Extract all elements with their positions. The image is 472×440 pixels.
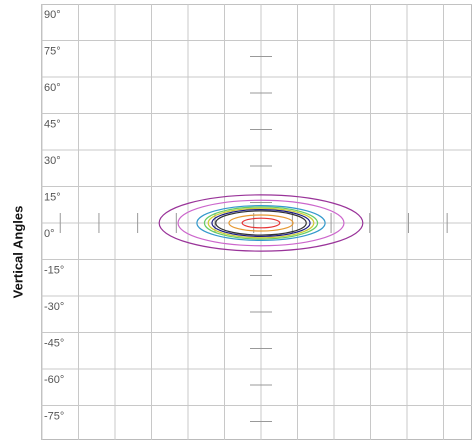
grid-layer [41,4,472,440]
contour-layer [158,194,364,252]
y-tick-label: 15° [44,192,61,204]
y-tick-label: 0° [44,228,55,240]
y-tick-label: -45° [44,338,64,350]
y-tick-label: 90° [44,9,61,21]
y-tick-label: 60° [44,82,61,94]
y-tick-label: -30° [44,301,64,313]
y-tick-label: -15° [44,265,64,277]
y-tick-label: 45° [44,119,61,131]
y-tick-label: -75° [44,411,64,423]
isocandela-contour [207,207,315,239]
isocandela-contour [196,205,326,241]
isocandela-contour [203,206,319,240]
tick-mark-layer [59,56,448,422]
isocandela-contour [241,217,281,229]
y-axis-label: Vertical Angles [10,205,26,299]
isocandela-contour [211,209,311,237]
y-tick-label: 75° [44,46,61,58]
y-tick-label: 30° [44,155,61,167]
contour-plot: 90° 75° 60° 45° 30° 15° 0° -15° -30° -45° -60° -75° [41,4,472,440]
tick-label-layer: 90° 75° 60° 45° 30° 15° 0° -15° -30° -45° -60° -75° [44,9,64,423]
isocandela-contour [177,199,345,247]
isocandela-contour [215,210,307,236]
isocandela-contour [228,214,294,232]
isocandela-contour [158,194,364,252]
y-axis-label-container: Vertical Angles [0,0,36,440]
y-tick-label: -60° [44,374,64,386]
